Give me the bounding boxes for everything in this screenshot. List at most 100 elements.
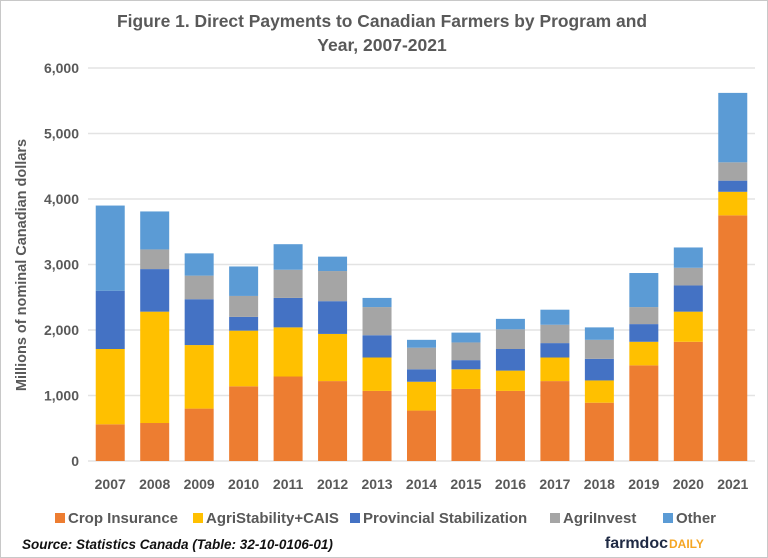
bar-segment-crop-insurance-2010 bbox=[229, 386, 259, 461]
y-tick-label: 6,000 bbox=[44, 60, 79, 76]
legend-swatch bbox=[350, 513, 360, 523]
bar-segment-agristability-cais-2020 bbox=[673, 311, 703, 342]
bar-segment-provincial-stabilization-2013 bbox=[362, 335, 392, 358]
bar-segment-other-2008 bbox=[140, 211, 170, 250]
x-tick-label: 2007 bbox=[95, 476, 126, 492]
bar-segment-agriinvest-2016 bbox=[495, 329, 525, 349]
legend: Crop Insurance AgriStability+CAIS Provinci… bbox=[55, 510, 716, 527]
bar-segment-agriinvest-2018 bbox=[584, 339, 614, 359]
bar-segment-agriinvest-2020 bbox=[673, 267, 703, 286]
x-tick-label: 2012 bbox=[317, 476, 348, 492]
bar-segment-agristability-cais-2009 bbox=[184, 345, 214, 409]
legend-label: AgriStability+CAIS bbox=[206, 510, 339, 527]
bar-segment-agristability-cais-2015 bbox=[451, 369, 481, 389]
legend-label: AgriInvest bbox=[563, 510, 636, 527]
bar-segment-agristability-cais-2013 bbox=[362, 357, 392, 391]
legend-swatch bbox=[193, 513, 203, 523]
bar-segment-provincial-stabilization-2017 bbox=[540, 343, 570, 358]
x-tick-label: 2014 bbox=[406, 476, 437, 492]
bar-segment-crop-insurance-2016 bbox=[495, 390, 525, 461]
svg-text:farmdoc: farmdoc bbox=[605, 535, 668, 552]
chart-title-line-1: Figure 1. Direct Payments to Canadian Fa… bbox=[117, 11, 647, 31]
y-tick-label: 2,000 bbox=[44, 322, 79, 338]
bar-segment-agristability-cais-2008 bbox=[140, 311, 170, 424]
bar-segment-other-2014 bbox=[407, 339, 436, 348]
bar-segment-agriinvest-2011 bbox=[273, 269, 303, 298]
x-tick-label: 2009 bbox=[184, 476, 215, 492]
bar-segment-crop-insurance-2017 bbox=[540, 381, 570, 461]
x-axis-ticks: 2007 2008 2009 2010 2011 2012 2013 2014 2015 2016… bbox=[95, 476, 749, 492]
bar-segment-agriinvest-2008 bbox=[140, 249, 170, 270]
bar-segment-other-2009 bbox=[184, 253, 214, 276]
bar-segment-agristability-cais-2021 bbox=[718, 191, 748, 216]
bar-segment-agristability-cais-2016 bbox=[495, 370, 525, 391]
x-tick-label: 2019 bbox=[628, 476, 659, 492]
bar-segment-provincial-stabilization-2007 bbox=[95, 290, 125, 349]
y-axis-ticks: 0 1,000 2,000 3,000 4,000 5,000 6,000 bbox=[44, 60, 79, 469]
bar-segment-provincial-stabilization-2016 bbox=[495, 348, 525, 371]
bar-segment-provincial-stabilization-2011 bbox=[273, 297, 303, 328]
legend-label: Other bbox=[676, 510, 716, 527]
bar-segment-crop-insurance-2014 bbox=[407, 410, 436, 461]
bar-segment-crop-insurance-2009 bbox=[184, 408, 214, 461]
bar-segment-crop-insurance-2007 bbox=[95, 424, 125, 461]
bar-segment-agristability-cais-2014 bbox=[407, 381, 436, 411]
legend-swatch bbox=[663, 513, 673, 523]
bar-segment-other-2016 bbox=[495, 318, 525, 330]
bar-segment-other-2017 bbox=[540, 309, 570, 325]
bar-segment-agristability-cais-2018 bbox=[584, 380, 614, 403]
bar-segment-provincial-stabilization-2010 bbox=[229, 316, 259, 331]
y-tick-label: 4,000 bbox=[44, 191, 79, 207]
chart-title-line-2: Year, 2007-2021 bbox=[317, 35, 447, 55]
y-axis-label: Millions of nominal Canadian dollars bbox=[14, 139, 30, 391]
y-tick-label: 5,000 bbox=[44, 126, 79, 142]
bar-segment-agristability-cais-2011 bbox=[273, 327, 303, 377]
bar-segment-other-2021 bbox=[718, 92, 748, 163]
bar-segment-provincial-stabilization-2019 bbox=[629, 324, 659, 342]
bar-segment-provincial-stabilization-2020 bbox=[673, 285, 703, 312]
legend-label: Crop Insurance bbox=[68, 510, 178, 527]
bar-segment-provincial-stabilization-2008 bbox=[140, 269, 170, 312]
bars bbox=[95, 92, 748, 461]
bar-segment-provincial-stabilization-2009 bbox=[184, 299, 214, 346]
bar-segment-provincial-stabilization-2014 bbox=[407, 369, 436, 382]
bar-segment-agristability-cais-2019 bbox=[629, 341, 659, 366]
bar-segment-provincial-stabilization-2018 bbox=[584, 358, 614, 381]
bar-segment-provincial-stabilization-2021 bbox=[718, 180, 748, 192]
bar-segment-agriinvest-2009 bbox=[184, 275, 214, 300]
bar-segment-other-2010 bbox=[229, 266, 259, 296]
bar-segment-crop-insurance-2013 bbox=[362, 390, 392, 461]
bar-segment-other-2013 bbox=[362, 297, 392, 308]
x-tick-label: 2008 bbox=[139, 476, 170, 492]
y-tick-label: 1,000 bbox=[44, 388, 79, 404]
bar-segment-agriinvest-2014 bbox=[407, 347, 436, 370]
bar-segment-agriinvest-2013 bbox=[362, 307, 392, 336]
x-tick-label: 2021 bbox=[717, 476, 748, 492]
bar-segment-agriinvest-2010 bbox=[229, 295, 259, 317]
x-tick-label: 2013 bbox=[361, 476, 392, 492]
bar-segment-other-2015 bbox=[451, 332, 481, 343]
bar-segment-other-2007 bbox=[95, 205, 125, 291]
legend-swatch bbox=[55, 513, 65, 523]
x-tick-label: 2015 bbox=[450, 476, 481, 492]
svg-text:DAILY: DAILY bbox=[669, 537, 704, 551]
source-note: Source: Statistics Canada (Table: 32-10-… bbox=[22, 537, 333, 552]
bar-segment-agriinvest-2015 bbox=[451, 342, 481, 361]
bar-segment-other-2011 bbox=[273, 244, 303, 270]
bar-segment-agriinvest-2017 bbox=[540, 324, 570, 344]
bar-segment-provincial-stabilization-2015 bbox=[451, 360, 481, 370]
bar-segment-crop-insurance-2011 bbox=[273, 376, 303, 461]
bar-segment-agristability-cais-2017 bbox=[540, 357, 570, 382]
bar-segment-agristability-cais-2007 bbox=[95, 348, 125, 425]
x-tick-label: 2011 bbox=[273, 476, 304, 492]
bar-segment-other-2018 bbox=[584, 327, 614, 340]
bar-segment-other-2012 bbox=[318, 256, 348, 272]
bar-segment-agriinvest-2019 bbox=[629, 307, 659, 325]
bar-segment-crop-insurance-2015 bbox=[451, 388, 481, 461]
bar-segment-crop-insurance-2021 bbox=[718, 215, 748, 461]
bar-segment-agristability-cais-2010 bbox=[229, 330, 259, 387]
bar-segment-crop-insurance-2012 bbox=[318, 381, 348, 461]
bar-segment-other-2020 bbox=[673, 247, 703, 268]
